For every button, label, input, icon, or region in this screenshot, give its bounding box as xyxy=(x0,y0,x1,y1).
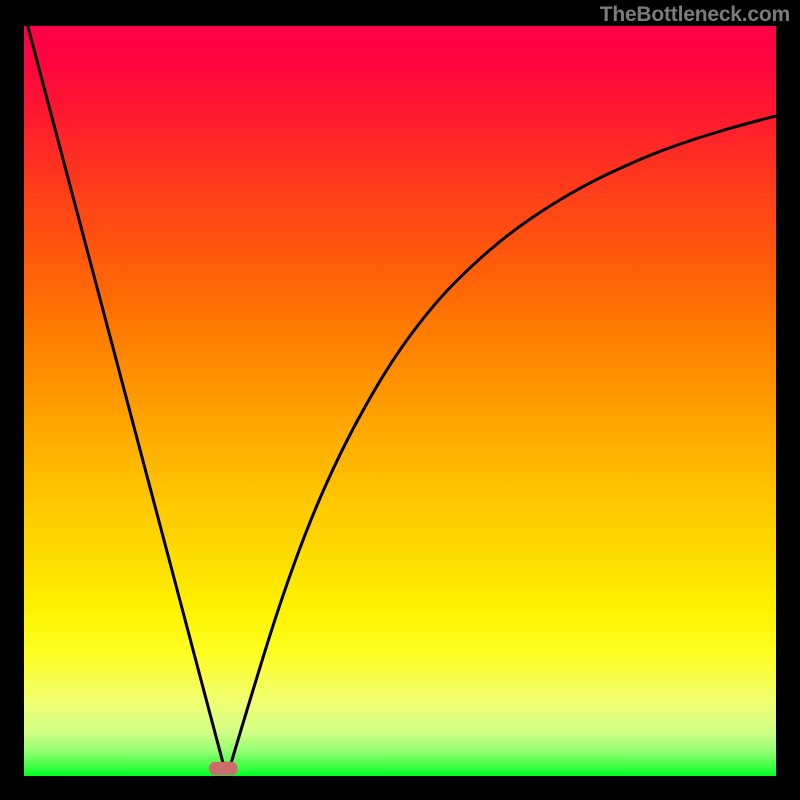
chart-root: TheBottleneck.com xyxy=(0,0,800,800)
watermark-label: TheBottleneck.com xyxy=(600,3,790,27)
plot-background xyxy=(24,26,776,776)
notch-marker xyxy=(209,762,238,776)
bottleneck-chart xyxy=(0,0,800,800)
